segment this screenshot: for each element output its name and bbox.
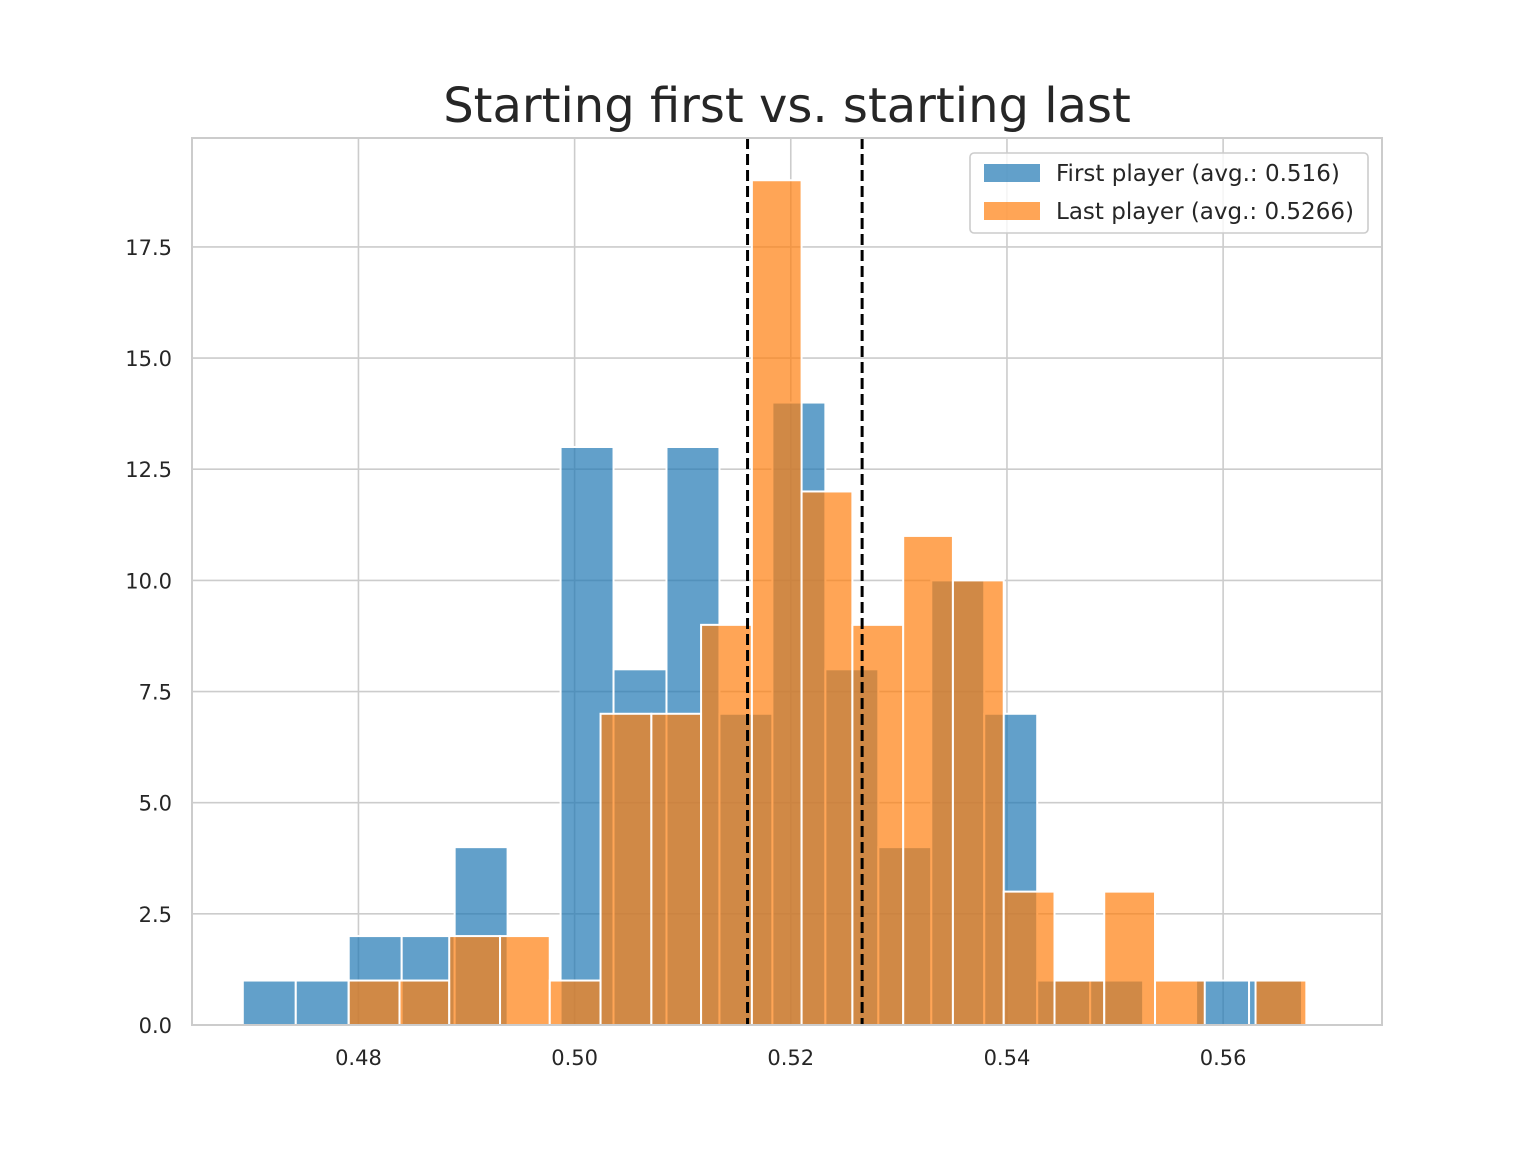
x-tick-label: 0.54 (984, 1046, 1031, 1070)
y-tick-label: 0.0 (139, 1014, 172, 1038)
chart-title: Starting first vs. starting last (443, 78, 1131, 134)
histogram-bar (1154, 979, 1206, 1026)
y-tick-label: 10.0 (125, 569, 172, 593)
legend-label-first-player: First player (avg.: 0.516) (1056, 161, 1340, 187)
histogram-bar (241, 979, 297, 1026)
histogram-bar (499, 935, 551, 1026)
histogram-bar (800, 490, 854, 1026)
x-tick-label: 0.52 (767, 1046, 814, 1070)
y-tick-label: 7.5 (139, 681, 172, 705)
mean-lines (746, 138, 864, 1025)
x-tick-label: 0.50 (551, 1046, 598, 1070)
y-tick-label: 15.0 (125, 347, 172, 371)
histogram-bar (1254, 979, 1308, 1026)
histogram-bar (599, 712, 653, 1026)
histogram-bar (1002, 890, 1056, 1026)
series-1 (347, 179, 1308, 1027)
histogram-bars (241, 179, 1308, 1027)
y-tick-label: 5.0 (139, 792, 172, 816)
y-tick-label: 17.5 (125, 236, 172, 260)
histogram-bar (448, 935, 502, 1026)
y-tick-label: 12.5 (125, 458, 172, 482)
histogram-bar (650, 712, 703, 1026)
histogram-bar (347, 979, 401, 1026)
histogram-bar (1053, 979, 1106, 1026)
x-tick-label: 0.56 (1200, 1046, 1247, 1070)
histogram-bar (548, 979, 602, 1026)
y-tick-label: 2.5 (139, 903, 172, 927)
legend-swatch-first-player (984, 164, 1040, 182)
histogram-bar (851, 623, 905, 1026)
x-tick-label: 0.48 (335, 1046, 382, 1070)
histogram-bar (750, 179, 803, 1026)
legend-box (969, 152, 1369, 234)
legend-swatch-last-player (984, 202, 1040, 220)
histogram-bar (1103, 890, 1157, 1026)
histogram-bar (700, 623, 753, 1026)
plot-frame (191, 137, 1383, 1026)
histogram-bar (398, 979, 451, 1026)
legend: First player (avg.: 0.516) Last player (… (969, 152, 1369, 234)
histogram-bar (902, 534, 954, 1026)
legend-label-last-player: Last player (avg.: 0.5266) (1056, 199, 1354, 225)
histogram-bar (951, 579, 1005, 1027)
histogram-bar (294, 979, 350, 1026)
tick-labels: 0.48 0.50 0.52 0.54 0.56 0.0 2.5 5.0 7.5 10.0 12.5… (125, 236, 1246, 1070)
